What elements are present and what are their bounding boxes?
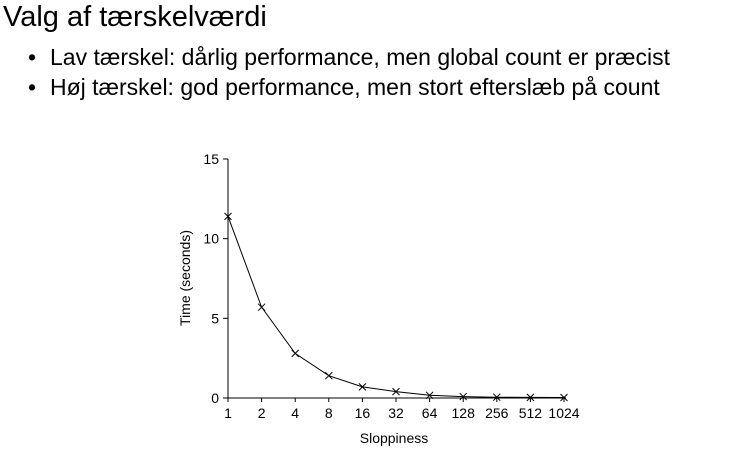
- data-point-marker: [392, 387, 400, 396]
- y-tick-label: 10: [203, 231, 219, 247]
- y-tick-label: 15: [203, 151, 219, 167]
- bullet-item: • Høj tærskel: god performance, men stor…: [28, 72, 670, 102]
- marker-stroke: [358, 382, 367, 391]
- marker-stroke: [224, 212, 232, 221]
- data-point-marker: [291, 349, 300, 358]
- marker-stroke: [392, 387, 400, 396]
- marker-stroke: [291, 349, 300, 358]
- marker-stroke: [324, 371, 333, 380]
- x-tick-label: 512: [519, 405, 543, 421]
- x-tick-label: 256: [485, 405, 509, 421]
- x-axis-label: Sloppiness: [360, 430, 429, 446]
- data-point-marker: [459, 392, 468, 401]
- x-tick-label: 128: [452, 405, 476, 421]
- x-tick-label: 64: [422, 405, 438, 421]
- x-tick-label: 1: [224, 405, 232, 421]
- data-point-marker: [257, 303, 266, 312]
- data-point-marker: [324, 371, 333, 380]
- marker-stroke: [560, 393, 568, 402]
- x-tick-label: 32: [388, 405, 404, 421]
- bullet-text: Lav tærskel: dårlig performance, men glo…: [50, 44, 671, 70]
- x-tick-label: 8: [325, 405, 333, 421]
- y-axis-label: Time (seconds): [177, 230, 193, 326]
- x-tick-label: 4: [291, 405, 299, 421]
- marker-stroke: [492, 393, 501, 402]
- data-point-marker: [526, 393, 535, 402]
- x-tick-label: 16: [355, 405, 371, 421]
- x-tick-label: 1024: [548, 405, 579, 421]
- data-point-marker: [425, 391, 434, 400]
- bullet-list: • Lav tærskel: dårlig performance, men g…: [28, 42, 670, 102]
- series-line: [227, 216, 565, 399]
- bullet-item: • Lav tærskel: dårlig performance, men g…: [28, 42, 670, 72]
- data-point-marker: [492, 393, 501, 402]
- x-tick-label: 2: [258, 405, 266, 421]
- marker-stroke: [459, 392, 468, 401]
- data-point-marker: [560, 393, 568, 402]
- bullet-dot-icon: •: [28, 44, 37, 70]
- data-point-marker: [224, 212, 232, 221]
- y-tick-label: 0: [211, 390, 219, 406]
- bullet-text: Høj tærskel: god performance, men stort …: [50, 74, 660, 100]
- data-point-marker: [358, 382, 367, 391]
- bullet-dot-icon: •: [28, 74, 37, 100]
- slide-title: Valg af tærskelværdi: [3, 1, 267, 33]
- chart-axes: 0 5 10 15 1 2 4 8 16 32 64 128 256 512 1024: [203, 151, 579, 421]
- chart-marks: [224, 212, 568, 402]
- y-tick-label: 5: [211, 310, 219, 326]
- marker-stroke: [425, 391, 434, 400]
- marker-stroke: [526, 393, 535, 402]
- marker-stroke: [257, 303, 266, 312]
